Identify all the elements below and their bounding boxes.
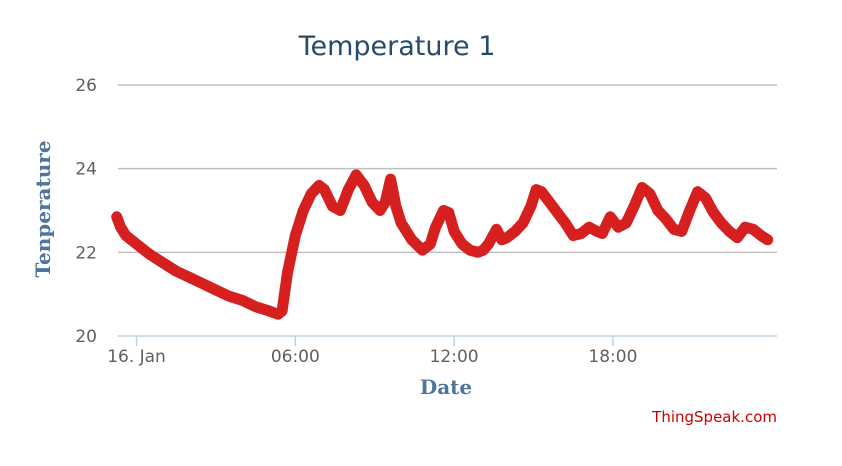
- x-axis-label: Date: [420, 375, 472, 399]
- y-tick-label: 24: [75, 160, 97, 180]
- y-tick-label: 22: [75, 243, 97, 263]
- x-tick-labels: 16. Jan 06:00 12:00 18:00: [107, 347, 637, 367]
- x-tick-label: 18:00: [588, 347, 637, 367]
- grid-lines: [118, 84, 777, 254]
- x-ticks: [135, 336, 614, 346]
- temperature-series-line: [111, 169, 774, 320]
- thingspeak-credit-link[interactable]: ThingSpeak.com: [651, 408, 777, 426]
- y-tick-label: 26: [75, 76, 97, 96]
- x-tick-label: 16. Jan: [107, 347, 166, 367]
- y-axis-label: Tenperature: [31, 140, 55, 277]
- y-tick-label: 20: [75, 327, 97, 347]
- y-tick-labels: 20 22 24 26: [75, 76, 97, 347]
- x-tick-label: 12:00: [430, 347, 479, 367]
- chart-title: Temperature 1: [298, 31, 496, 62]
- x-tick-label: 06:00: [271, 347, 320, 367]
